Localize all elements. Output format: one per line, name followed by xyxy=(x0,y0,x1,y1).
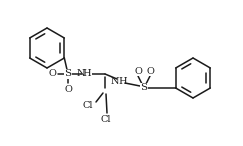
Text: Cl: Cl xyxy=(101,115,111,125)
Text: H: H xyxy=(119,77,127,86)
Text: O: O xyxy=(48,69,56,79)
Text: H: H xyxy=(83,69,91,79)
Text: N: N xyxy=(111,77,119,86)
Text: O: O xyxy=(64,85,72,93)
Text: S: S xyxy=(140,84,148,93)
Text: O: O xyxy=(146,66,154,75)
Text: Cl: Cl xyxy=(83,101,93,111)
Text: S: S xyxy=(64,69,71,79)
Text: O: O xyxy=(134,66,142,75)
Text: N: N xyxy=(77,69,85,79)
